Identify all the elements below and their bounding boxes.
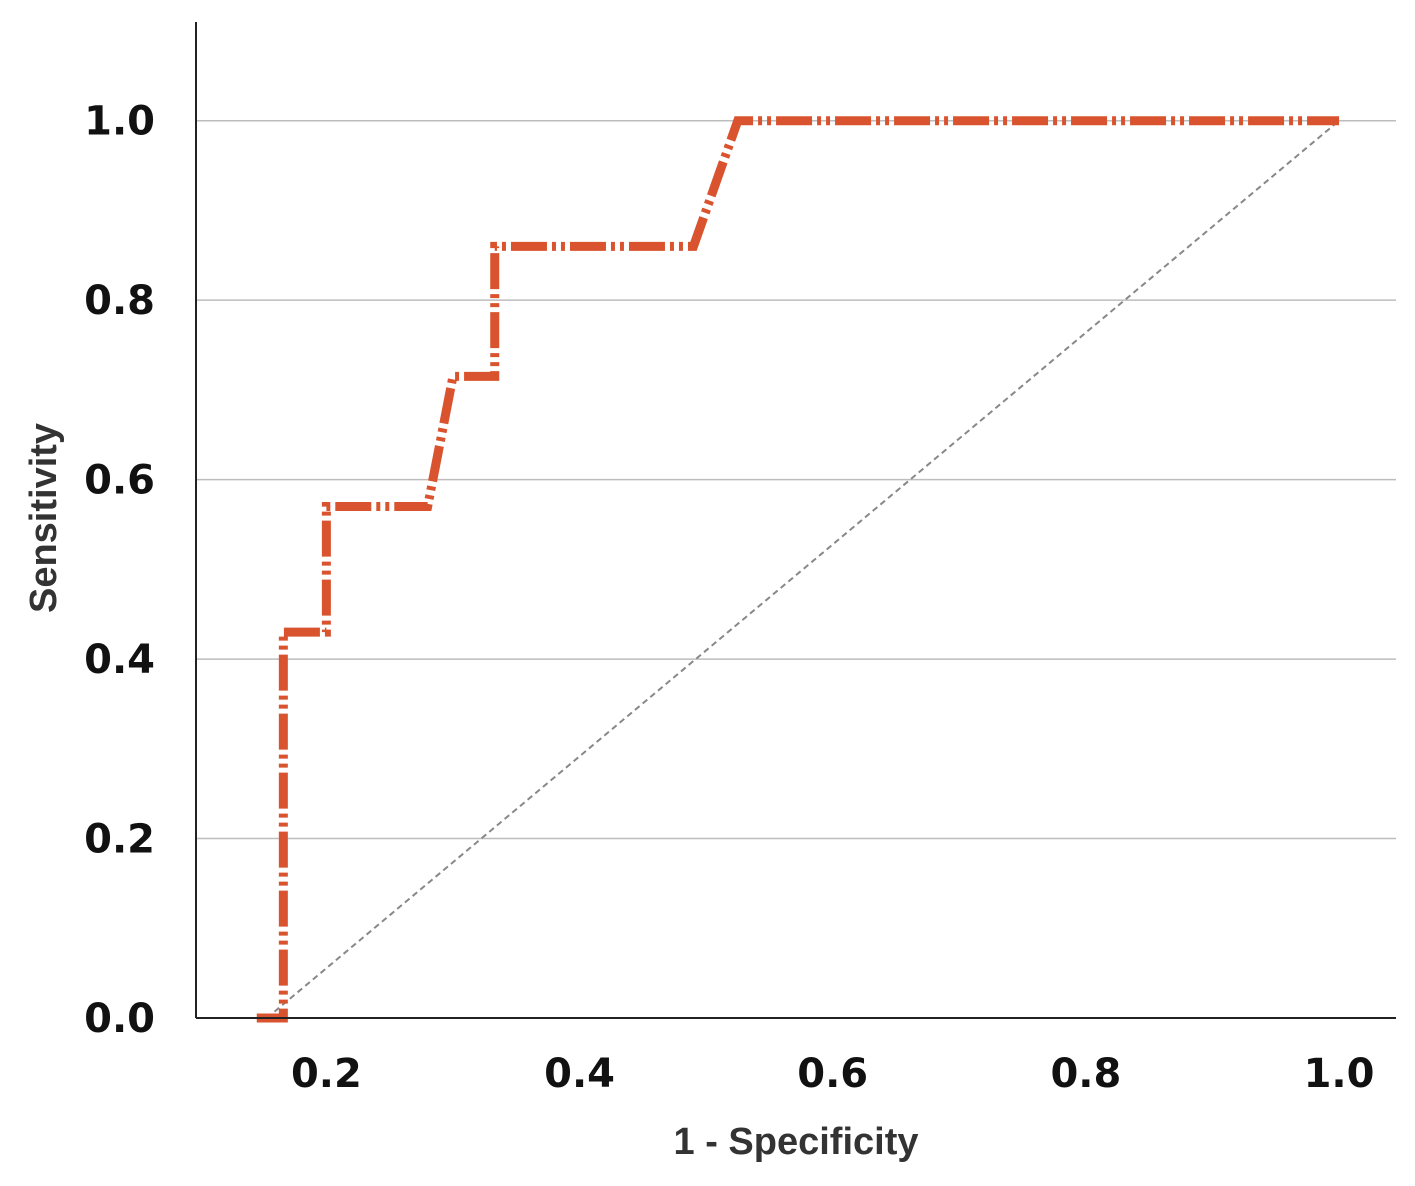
roc-line	[256, 116, 1340, 1023]
y-tick-label: 0.4	[84, 637, 155, 683]
x-tick-label: 1.0	[1304, 1051, 1375, 1097]
y-tick-label: 0.0	[84, 996, 155, 1042]
reference-diagonal	[266, 119, 1340, 1019]
y-tick-labels: 0.0 0.2 0.4 0.6 0.8 1.0	[84, 99, 155, 1042]
y-tick-label: 0.6	[84, 458, 155, 504]
x-tick-label: 0.2	[291, 1051, 362, 1097]
y-tick-label: 0.2	[84, 817, 155, 863]
gridlines	[196, 119, 1396, 840]
y-tick-label: 0.8	[84, 278, 155, 324]
x-tick-label: 0.4	[544, 1051, 615, 1097]
x-tick-label: 0.8	[1050, 1051, 1121, 1097]
y-tick-label: 1.0	[84, 99, 155, 145]
axes	[195, 22, 1396, 1019]
x-tick-label: 0.6	[797, 1051, 868, 1097]
diagonal-line	[266, 119, 1340, 1019]
y-axis-label: Sensitivity	[23, 423, 65, 613]
roc-curve	[256, 116, 1340, 1023]
x-tick-labels: 0.2 0.4 0.6 0.8 1.0	[291, 1051, 1375, 1097]
x-axis-label: 1 - Specificity	[674, 1121, 919, 1163]
